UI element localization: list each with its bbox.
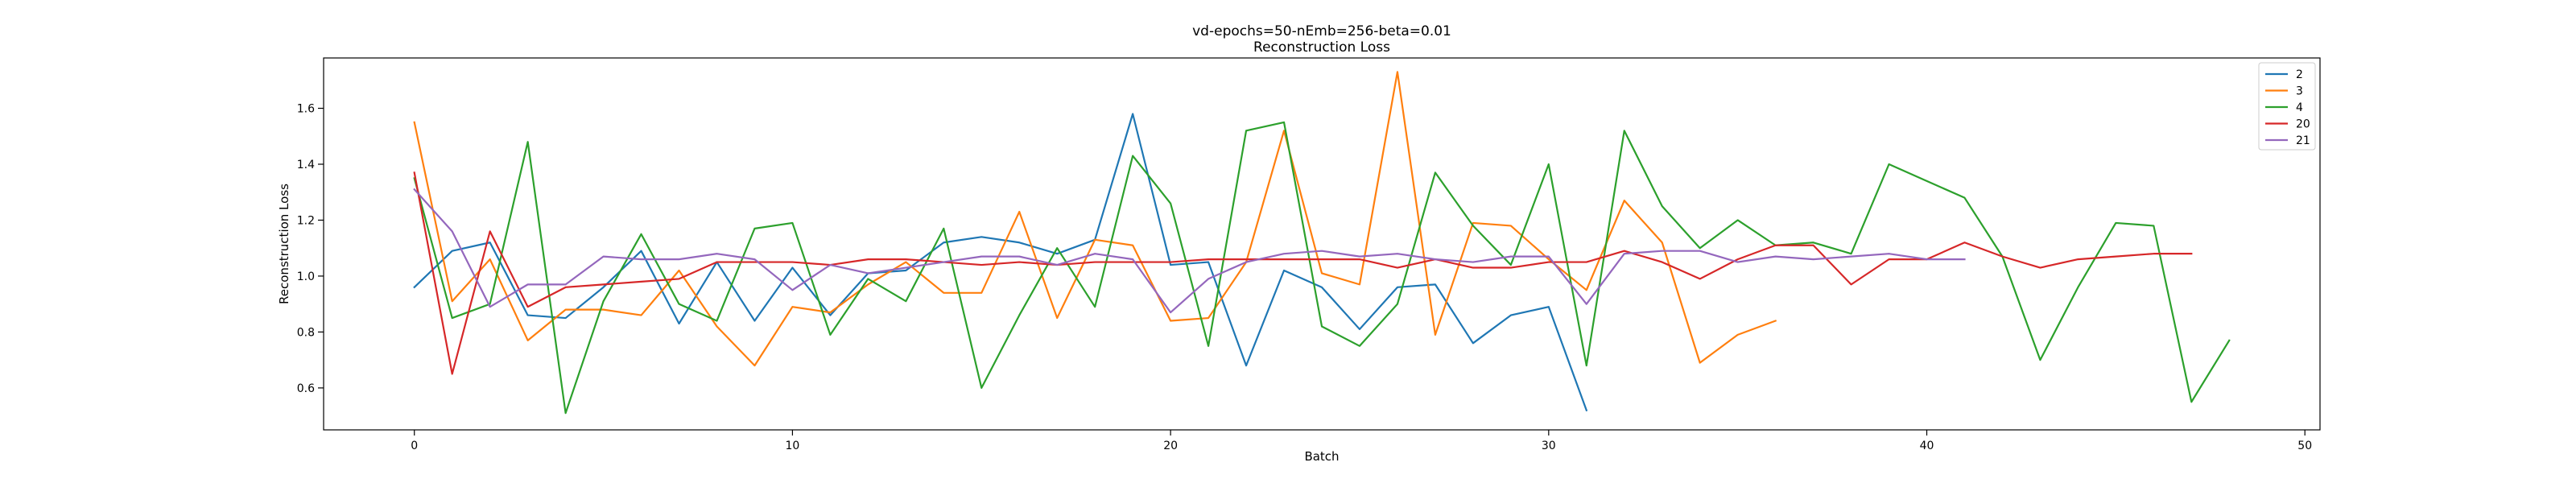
series-line-2 (413, 113, 1588, 412)
y-tick-label: 1.2 (297, 214, 315, 227)
x-axis: 0 10 20 30 40 50 (411, 430, 2312, 452)
x-tick-label: 0 (411, 440, 418, 452)
series-line-21 (413, 188, 1966, 314)
y-tick-label: 1.6 (297, 103, 315, 116)
plot-area (323, 57, 2321, 431)
x-tick-label: 20 (1163, 440, 1178, 452)
series-lines (413, 71, 2231, 415)
plot-frame (323, 57, 2321, 431)
series-line-4 (413, 121, 2231, 415)
legend-label: 3 (2296, 85, 2303, 98)
legend-label: 2 (2296, 68, 2303, 81)
y-tick-label: 0.6 (297, 382, 315, 395)
series-line-3 (413, 71, 1777, 367)
y-axis: 0.6 0.8 1.0 1.2 1.4 1.6 (297, 103, 324, 395)
x-tick-label: 10 (786, 440, 800, 452)
y-axis-title: Reconstruction Loss (277, 184, 291, 304)
legend-label: 4 (2296, 101, 2303, 114)
y-tick-label: 1.4 (297, 159, 315, 171)
series-line-20 (413, 171, 2193, 375)
x-tick-label: 40 (1920, 440, 1934, 452)
legend: 2 3 4 20 21 (2258, 62, 2316, 151)
chart-title: vd-epochs=50-nEmb=256-beta=0.01 (1192, 23, 1451, 39)
x-tick-label: 50 (2297, 440, 2312, 452)
chart-subtitle: Reconstruction Loss (1253, 39, 1390, 56)
x-tick-label: 30 (1542, 440, 1556, 452)
y-tick-label: 1.0 (297, 270, 315, 283)
x-axis-title: Batch (1304, 449, 1339, 464)
legend-label: 21 (2296, 134, 2310, 147)
legend-label: 20 (2296, 118, 2310, 131)
y-tick-label: 0.8 (297, 326, 315, 339)
